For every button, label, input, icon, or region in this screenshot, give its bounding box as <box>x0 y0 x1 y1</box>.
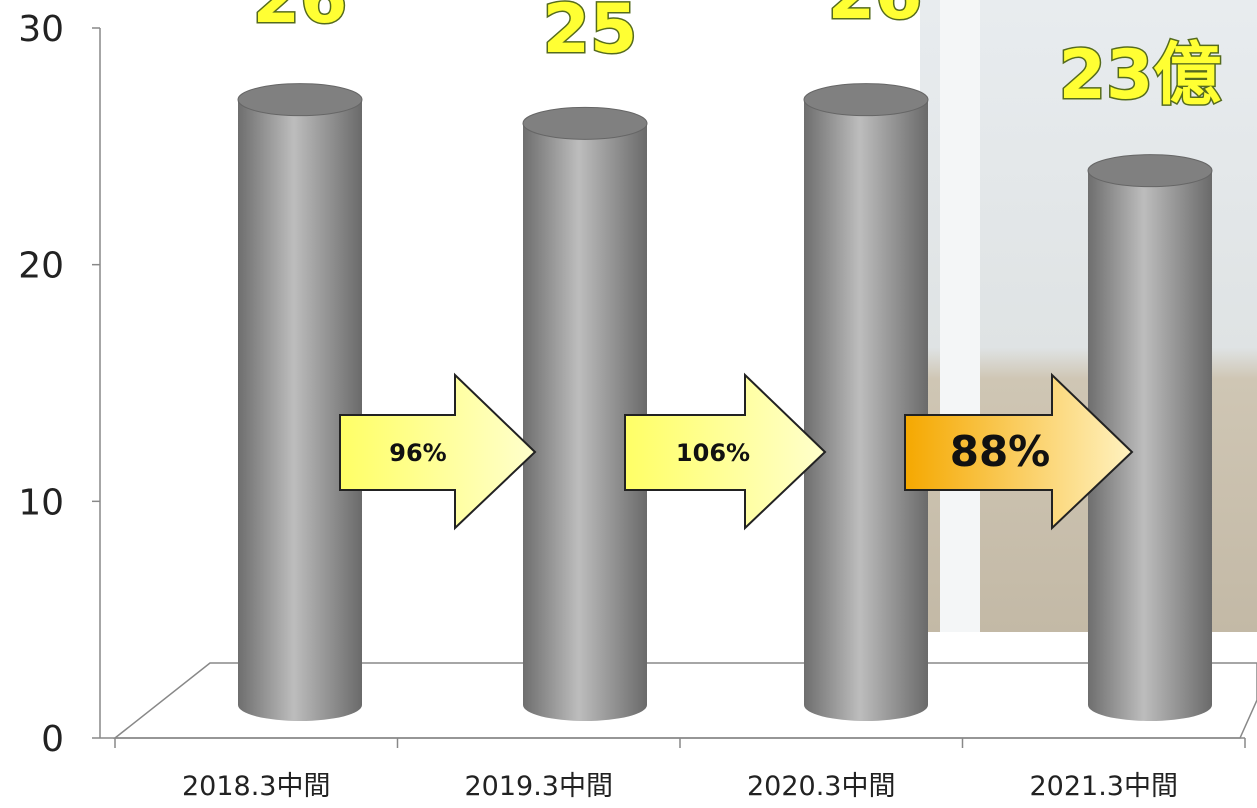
cylinder-body <box>238 100 362 705</box>
change-label: 96% <box>389 439 446 467</box>
cylinder-bottom <box>804 689 928 721</box>
x-tick-label: 2021.3中間 <box>1030 771 1178 802</box>
cylinder-bottom <box>523 689 647 721</box>
cylinder-bottom <box>1088 689 1212 721</box>
change-label: 88% <box>950 427 1051 476</box>
value-label: 23億 <box>1059 36 1222 115</box>
value-label: 26 <box>253 0 348 39</box>
x-tick-label: 2018.3中間 <box>182 771 330 802</box>
x-tick-label: 2020.3中間 <box>747 771 895 802</box>
photo-wall <box>940 0 980 632</box>
chart: 0 10 20 30 2018.3中間 2019.3中間 2020.3中間 2021.3中間 2… <box>0 0 1257 808</box>
cylinder <box>238 84 362 721</box>
y-tick-label: 0 <box>41 719 64 760</box>
y-tick-label: 30 <box>18 9 64 50</box>
cylinder-top <box>238 84 362 116</box>
value-label: 25 <box>543 0 638 69</box>
x-tick-label: 2019.3中間 <box>465 771 613 802</box>
cylinder-top <box>523 107 647 139</box>
cylinder-bottom <box>238 689 362 721</box>
cylinder <box>804 84 928 721</box>
change-label: 106% <box>676 439 750 467</box>
y-tick-label: 20 <box>18 246 64 287</box>
y-tick-label: 10 <box>18 482 64 523</box>
cylinder-body <box>804 100 928 705</box>
cylinder-top <box>804 84 928 116</box>
cylinder-top <box>1088 155 1212 187</box>
value-label: 26 <box>828 0 923 35</box>
